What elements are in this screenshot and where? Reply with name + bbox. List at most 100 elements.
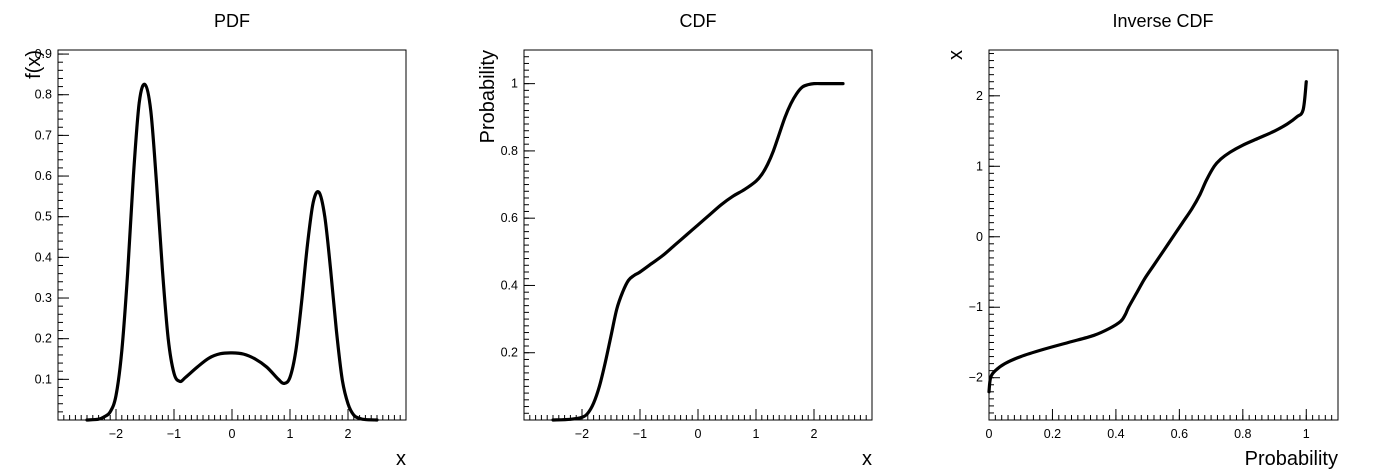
pdf-data-point (172, 371, 176, 375)
inverse-cdf-data-point (994, 369, 997, 372)
cdf-x-tick-label: 0 (695, 427, 702, 441)
pdf-data-point (294, 349, 298, 353)
inverse-cdf-data-point (1285, 122, 1289, 126)
inverse-cdf-data-point (1041, 348, 1045, 351)
pdf-x-tick-label: −2 (109, 427, 123, 441)
cdf-y-tick-label: 1 (511, 77, 518, 91)
cdf-y-tick-label: 0.2 (501, 346, 518, 360)
cdf-plot-frame (523, 49, 873, 421)
inverse-cdf-data-point (1135, 291, 1138, 295)
inverse-cdf-data-point (1119, 320, 1122, 323)
inverse-cdf-data-point (1108, 327, 1111, 330)
inverse-cdf-data-point (1205, 179, 1208, 182)
cdf-data-point (812, 82, 816, 85)
cdf-data-point (760, 173, 764, 176)
inverse-cdf-x-tick-label: 0 (986, 427, 993, 441)
cdf-data-point (580, 416, 584, 419)
pdf-data-point (323, 215, 327, 218)
cdf-y-axis-label: Probability (477, 50, 499, 143)
cdf-y-tick-label: 0.8 (501, 144, 518, 158)
pdf-data-point (108, 410, 112, 414)
pdf-y-axis-label: f(x) (23, 50, 45, 79)
inverse-cdf-data-point (1003, 362, 1007, 365)
pdf-data-point (352, 413, 356, 417)
cdf-y-tick-label: 0.4 (501, 278, 518, 292)
pdf-data-point (195, 365, 199, 369)
pdf-data-point (85, 418, 89, 422)
inverse-cdf-y-tick-label: 0 (976, 230, 983, 244)
cdf-data-point (632, 274, 636, 277)
cdf-x-axis-label: x (862, 448, 872, 470)
cdf-data-point (731, 195, 735, 198)
inverse-cdf-data-point (1304, 80, 1308, 84)
cdf-title: CDF (680, 11, 717, 31)
pdf-data-point (149, 109, 153, 113)
pdf-data-point (282, 382, 286, 385)
pdf-data-point (364, 418, 367, 421)
inverse-cdf-x-tick-label: 0.4 (1107, 427, 1124, 441)
cdf-x-tick-label: −2 (575, 427, 589, 441)
cdf-data-point (650, 262, 653, 265)
inverse-cdf-data-point (1219, 157, 1222, 161)
cdf-y-axis: 0.2 0.4 0.6 0.8 1 (501, 49, 535, 421)
inverse-cdf-data-point (1152, 263, 1156, 267)
cdf-series-line (551, 81, 845, 422)
pdf-data-point (161, 268, 164, 271)
inverse-cdf-x-tick-label: 0.2 (1044, 427, 1061, 441)
pdf-data-point (311, 201, 315, 204)
pdf-title: PDF (214, 11, 250, 31)
inverse-cdf-data-point (1273, 129, 1276, 133)
pdf-data-point (137, 101, 141, 105)
pdf-data-point (340, 378, 344, 381)
pdf-y-axis: 0.1 0.2 0.3 0.4 0.5 0.6 0.7 0.8 0.9 (35, 47, 69, 421)
inverse-cdf-data-point (1228, 150, 1232, 154)
inverse-cdf-data-point (1295, 115, 1299, 119)
cdf-data-point (772, 149, 775, 153)
inverse-cdf-data-point (1171, 235, 1175, 239)
cdf-curve-layer (551, 81, 845, 422)
cdf-data-point (586, 411, 590, 415)
inverse-cdf-y-axis: −2 −1 0 1 2 (969, 53, 1000, 421)
inverse-cdf-x-axis-label: Probability (1245, 448, 1338, 470)
pdf-data-point (219, 352, 222, 356)
inverse-cdf-data-point (1181, 221, 1184, 224)
inverse-cdf-data-point (987, 390, 991, 394)
pdf-x-tick-label: −1 (167, 427, 181, 441)
pdf-data-point (155, 182, 158, 186)
cdf-x-axis: −2 −1 0 1 2 (523, 409, 873, 441)
pdf-y-tick-label: 0.7 (35, 128, 52, 142)
pdf-data-point (103, 415, 106, 419)
pdf-y-tick-label: 0.8 (35, 88, 52, 102)
pdf-data-point (329, 268, 332, 271)
pdf-data-point (288, 376, 292, 379)
cdf-data-point (824, 82, 827, 85)
pdf-y-tick-label: 0.6 (35, 169, 52, 183)
pdf-panel: PDF −2 −1 0 1 2 0.10.20.30.40.50.60.70.80.9 … (23, 11, 407, 470)
inverse-cdf-data-point (1124, 312, 1127, 316)
pdf-data-point (97, 417, 100, 421)
pdf-x-tick-label: 1 (287, 427, 294, 441)
pdf-data-point (178, 380, 182, 383)
pdf-y-tick-label: 0.3 (35, 291, 52, 305)
inverse-cdf-data-point (1092, 334, 1095, 337)
inverse-cdf-data-point (1190, 207, 1194, 210)
cdf-data-point (627, 279, 630, 282)
cdf-y-tick-label: 0.6 (501, 211, 518, 225)
pdf-data-point (277, 378, 280, 381)
cdf-data-point (673, 243, 677, 247)
cdf-data-point (801, 85, 804, 89)
cdf-panel: CDF −2 −1 0 1 2 0.2 0.4 0.6 0.8 1 x Probability (477, 11, 873, 470)
pdf-data-point (126, 272, 129, 275)
inverse-cdf-data-point (1241, 143, 1245, 147)
inverse-cdf-y-tick-label: −1 (969, 300, 983, 314)
pdf-y-tick-label: 0.1 (35, 372, 52, 386)
inverse-cdf-data-point (1212, 164, 1216, 168)
inverse-cdf-plot-frame (988, 49, 1339, 421)
cdf-data-point (615, 307, 619, 311)
pdf-data-point (306, 243, 309, 247)
cdf-data-point (766, 163, 769, 166)
pdf-data-point (143, 83, 147, 86)
cdf-data-point (638, 270, 642, 274)
cdf-data-point (621, 290, 624, 294)
cdf-data-point (592, 401, 595, 405)
